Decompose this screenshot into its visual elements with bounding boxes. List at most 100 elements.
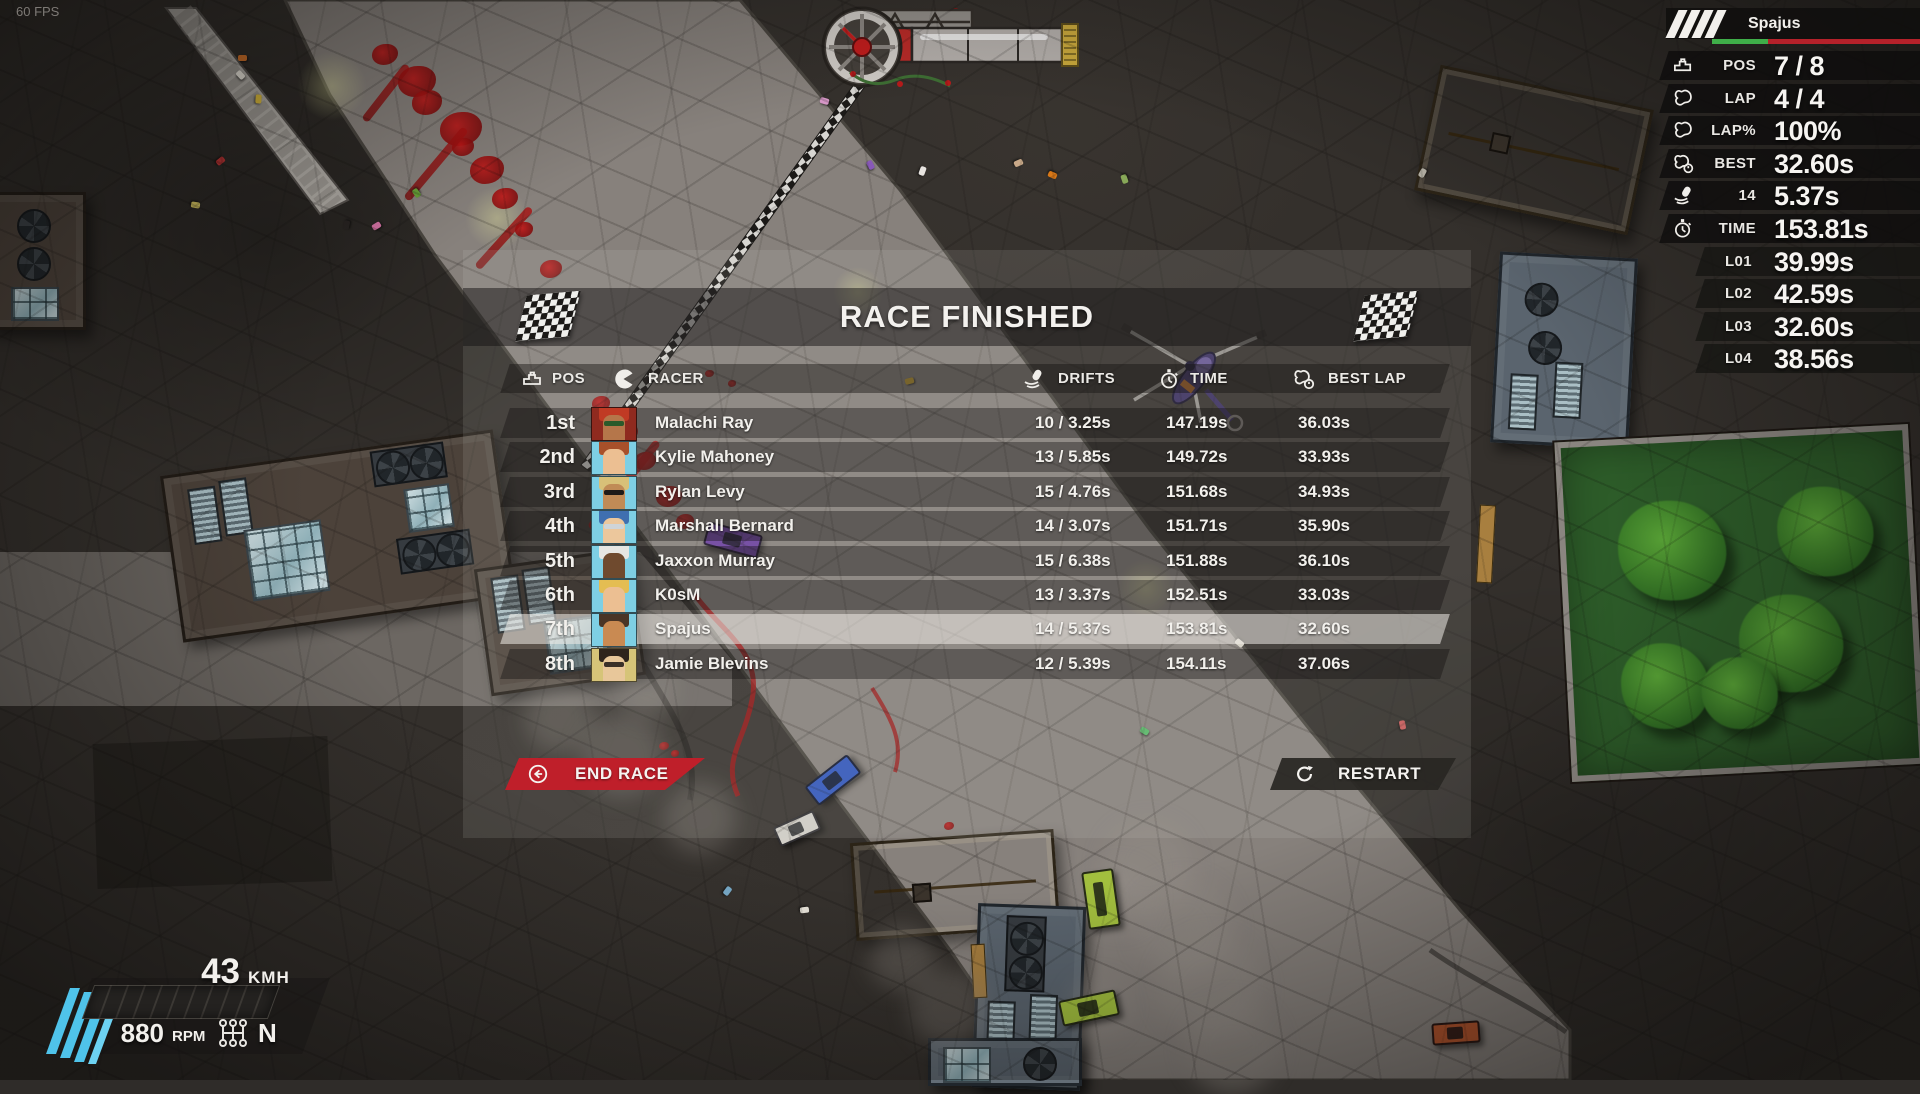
stat-label: POS <box>1723 57 1756 74</box>
row-position: 3rd <box>543 480 575 503</box>
racer-name: Marshall Bernard <box>655 516 794 536</box>
wooden-building-topright <box>1414 64 1654 236</box>
car-windshield <box>1446 1026 1464 1040</box>
stat-value: 153.81s <box>1774 214 1869 244</box>
result-row: 1st Malachi Ray 10 / 3.25s 147.19s 36.03… <box>463 407 1471 441</box>
panel-title: RACE FINISHED <box>839 299 1095 334</box>
avatar-face <box>603 449 625 475</box>
ped-sprite <box>255 94 262 104</box>
avatar-shades <box>604 593 624 598</box>
row-drifts: 14 / 5.37s <box>1035 619 1111 639</box>
ped-sprite <box>342 219 351 231</box>
hud-stat-row: L01 39.99s <box>1664 246 1920 277</box>
row-time: 154.11s <box>1166 653 1227 673</box>
smoke-sprite <box>1186 1002 1278 1094</box>
restart-button[interactable]: RESTART <box>1270 758 1456 790</box>
col-best-lap: BEST LAP <box>1328 370 1407 387</box>
machine-prop <box>821 6 1079 88</box>
racer-avatar <box>591 407 637 441</box>
avatar-face <box>603 518 625 544</box>
stat-value: 42.59s <box>1774 279 1854 310</box>
result-row: 4th Marshall Bernard 14 / 3.07s 151.71s … <box>463 510 1471 545</box>
stat-label: LAP% <box>1711 122 1756 140</box>
racer-name: Kylie Mahoney <box>655 447 775 467</box>
ped-sprite <box>1120 173 1129 185</box>
row-time: 147.19s <box>1166 413 1228 432</box>
plank <box>1475 504 1497 584</box>
hud-stat-row: LAP% 100% <box>1659 116 1920 147</box>
row-time: 152.51s <box>1166 585 1228 604</box>
racer-name: Rylan Levy <box>655 481 745 501</box>
racer-avatar <box>591 441 637 476</box>
row-time: 153.81s <box>1166 619 1228 639</box>
stat-value: 38.56s <box>1774 344 1854 375</box>
racer-name: Malachi Ray <box>655 413 754 432</box>
restart-icon <box>1294 763 1316 785</box>
row-position: 2nd <box>539 446 575 469</box>
ped-sprite <box>235 69 246 81</box>
avatar-face <box>603 621 625 647</box>
row-position: 4th <box>545 515 575 538</box>
hud-stat-row: L02 42.59s <box>1664 279 1920 310</box>
result-row: 2nd Kylie Mahoney 13 / 5.85s 149.72s 33.… <box>463 441 1471 476</box>
avatar-face <box>603 483 625 509</box>
stat-label: LAP <box>1724 89 1756 107</box>
row-position: 8th <box>545 652 575 675</box>
race-results-panel: RACE FINISHED POS RACER DRIFTS TIME BEST… <box>463 250 1471 838</box>
row-best-lap: 33.93s <box>1298 447 1350 467</box>
stat-value: 100% <box>1774 116 1842 147</box>
racer-avatar <box>591 510 637 545</box>
hud-stat-row: LAP 4 / 4 <box>1659 83 1920 114</box>
col-pos: POS <box>552 370 586 387</box>
ped-sprite <box>918 165 927 177</box>
rpm-value: 880 <box>120 1018 164 1048</box>
row-best-lap: 34.93s <box>1298 481 1350 501</box>
ped-sprite <box>1013 158 1024 168</box>
avatar-face <box>603 415 625 440</box>
racer-avatar <box>591 647 637 682</box>
stat-value: 39.99s <box>1774 246 1854 277</box>
result-row: 3rd Rylan Levy 15 / 4.76s 151.68s 34.93s <box>463 475 1471 510</box>
health-bar <box>1712 39 1920 44</box>
ped-sprite <box>722 885 733 897</box>
row-best-lap: 33.03s <box>1298 585 1350 604</box>
avatar-shades <box>604 524 624 530</box>
stripes-flag-icon <box>1665 10 1727 38</box>
shadow-patch <box>92 735 333 890</box>
blood-sprite <box>412 90 442 115</box>
row-best-lap: 37.06s <box>1298 653 1350 673</box>
row-best-lap: 36.03s <box>1298 413 1350 432</box>
row-drifts: 14 / 3.07s <box>1035 516 1111 536</box>
ped-sprite <box>371 221 382 231</box>
racer-avatar <box>591 544 637 579</box>
stat-value: 32.60s <box>1774 311 1854 342</box>
car-windshield <box>1093 881 1108 917</box>
row-position: 7th <box>545 618 575 641</box>
ped-sprite <box>1047 170 1058 180</box>
col-racer: RACER <box>648 370 704 387</box>
track-timer-icon <box>1292 367 1316 391</box>
player-name: Spajus <box>1748 15 1801 32</box>
hud-stat-row: 14 5.37s <box>1659 181 1920 212</box>
end-race-button[interactable]: END RACE <box>505 758 705 790</box>
car-windshield <box>1076 999 1099 1018</box>
stat-label: 14 <box>1738 187 1756 205</box>
avatar-shades <box>604 661 624 667</box>
stopwatch-icon <box>1158 367 1182 391</box>
row-position: 1st <box>546 412 575 434</box>
stat-label: L04 <box>1724 350 1752 368</box>
row-position: 6th <box>545 584 575 606</box>
racer-name: Jaxxon Murray <box>655 550 775 570</box>
hud-stat-row: BEST 32.60s <box>1659 148 1920 179</box>
blood-sprite <box>470 156 504 184</box>
hud-stat-row: POS 7 / 8 <box>1659 51 1920 81</box>
stat-value: 5.37s <box>1774 181 1840 212</box>
col-time: TIME <box>1190 370 1228 387</box>
stat-label: L02 <box>1724 285 1752 303</box>
col-drifts: DRIFTS <box>1058 370 1116 387</box>
row-drifts: 13 / 5.85s <box>1035 447 1111 467</box>
rooftop-corner <box>0 192 86 330</box>
grass-field <box>1554 423 1920 783</box>
row-drifts: 13 / 3.37s <box>1035 585 1111 604</box>
stat-value: 7 / 8 <box>1774 51 1825 81</box>
